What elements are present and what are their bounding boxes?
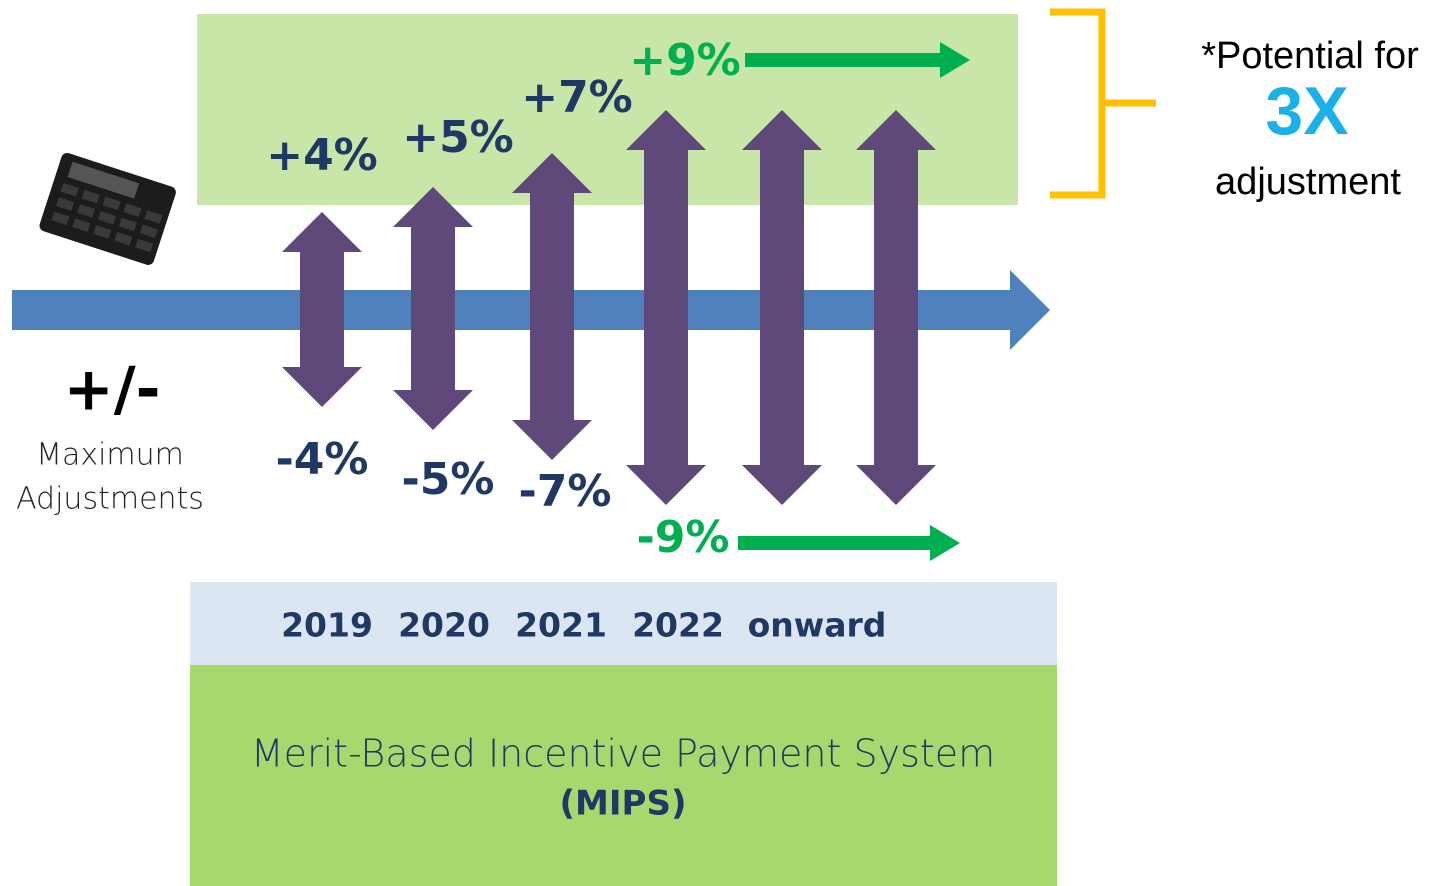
decrease-label: -9% [637,512,730,563]
year-label: onward [748,606,887,645]
bracket [1050,12,1156,195]
program-name: Merit-Based Incentive Payment System [251,732,995,776]
year-label: 2020 [398,606,490,645]
increase-label: +9% [629,35,741,86]
program-acronym: (MIPS) [560,784,687,824]
calculator-icon [38,151,177,266]
year-label: 2021 [515,606,607,645]
diagram: *Potential for 3X adjustment +4% +5% +7%… [0,0,1445,886]
year-label: 2022 [632,606,724,645]
page: *Potential for 3X adjustment +4% +5% +7%… [0,0,1445,886]
callout-suffix: adjustment [1215,161,1401,203]
year-label: 2019 [281,606,373,645]
callout-highlight: 3X [1265,73,1348,149]
legend-label: Adjustments [16,482,204,517]
decrease-label: -4% [276,434,369,485]
increase-label: +4% [266,130,378,181]
increase-label: +7% [521,72,633,123]
legend-label: Maximum [36,438,184,473]
decrease-label: -7% [519,466,612,517]
legend-symbol: +/- [63,355,160,425]
callout-prefix: *Potential for [1201,35,1419,77]
program-box [190,665,1057,886]
extension-arrow [738,525,960,561]
decrease-label: -5% [402,454,495,505]
increase-label: +5% [402,112,514,163]
